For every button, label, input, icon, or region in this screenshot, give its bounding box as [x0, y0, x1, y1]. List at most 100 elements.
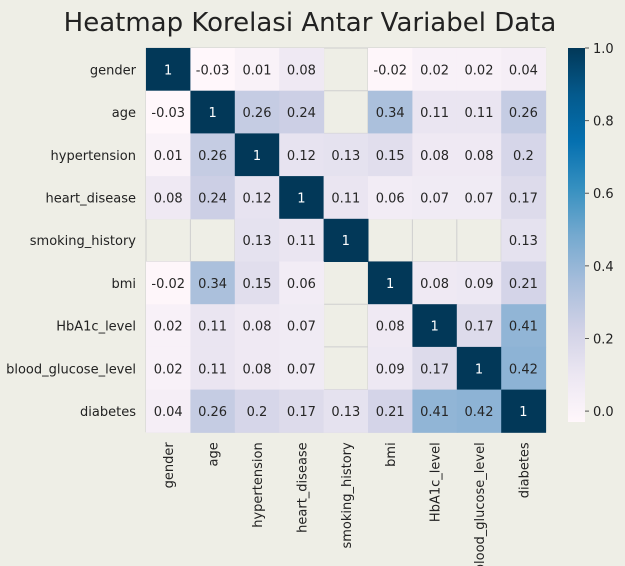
- heatmap-cell-hba1c-level-bmi: [368, 304, 413, 348]
- cell-value-label: 0.08: [243, 320, 272, 335]
- heatmap-cell-bmi-blood-glucose-level: [456, 261, 502, 305]
- heatmap-cell-heart-disease-blood-glucose-level: [456, 176, 502, 220]
- cell-value-label: 0.07: [465, 191, 494, 206]
- cell-value-label: 0.08: [376, 320, 405, 335]
- cell-value-label: 0.11: [287, 234, 316, 249]
- heatmap-cell-hba1c-level-blood-glucose-level: [456, 304, 502, 348]
- cell-value-label: 0.15: [243, 277, 272, 292]
- x-tick-label-hypertension: hypertension: [251, 442, 266, 527]
- cell-value-label: -0.02: [151, 277, 185, 292]
- heatmap-cell-hypertension-hba1c-level: [412, 133, 458, 177]
- cell-value-label: 0.07: [420, 191, 449, 206]
- cell-value-label: 0.11: [198, 362, 227, 377]
- heatmap-cell-gender-diabetes: [501, 48, 547, 92]
- heatmap-cell-heart-disease-hypertension: [234, 176, 280, 220]
- cell-value-label: 0.41: [509, 320, 538, 335]
- cell-value-label: 0.01: [243, 63, 272, 78]
- heatmap-cell-bmi-heart-disease: [279, 261, 325, 305]
- cell-value-label: 0.08: [287, 63, 316, 78]
- heatmap-cell-age-bmi: [368, 90, 413, 134]
- x-tick-label-hba1c-level: HbA1c_level: [429, 442, 444, 522]
- heatmap-cell-hypertension-gender: [146, 133, 191, 177]
- heatmap-cell-heart-disease-smoking-history: [323, 176, 369, 220]
- heatmap-cell-hba1c-level-hba1c-level: [412, 304, 458, 348]
- heatmap-cell-diabetes-hypertension: [234, 389, 280, 433]
- cell-value-label: -0.03: [196, 63, 230, 78]
- heatmap-cell-hba1c-level-age: [190, 304, 236, 348]
- heatmap-cell-blood-glucose-level-bmi: [368, 346, 413, 391]
- heatmap-cell-diabetes-blood-glucose-level: [456, 389, 502, 433]
- cell-value-label: 0.09: [376, 362, 405, 377]
- heatmap-cell-heart-disease-hba1c-level: [412, 176, 458, 220]
- heatmap-cell-age-diabetes: [501, 90, 547, 134]
- heatmap-cell-hba1c-level-hypertension: [234, 304, 280, 348]
- heatmap-cell-hypertension-diabetes: [501, 133, 547, 177]
- heatmap-cell-hypertension-age: [190, 133, 236, 177]
- heatmap-cell-heart-disease-diabetes: [501, 176, 547, 220]
- cell-value-label: 0.26: [198, 405, 227, 420]
- heatmap-cell-age-hypertension: [234, 90, 280, 134]
- heatmap-cell-smoking-history-smoking-history: [323, 218, 369, 262]
- cell-value-label: 0.11: [198, 320, 227, 335]
- heatmap-cell-gender-heart-disease: [279, 48, 325, 92]
- colorbar-ticks: 0.0 0.2 0.4 0.6 0.8 1.0: [585, 42, 614, 420]
- cell-value-label: 0.17: [287, 405, 316, 420]
- cell-value-label: 0.01: [154, 149, 183, 164]
- heatmap-cell-diabetes-diabetes: [501, 389, 547, 433]
- cell-value-label: 0.17: [420, 362, 449, 377]
- heatmap-cell-diabetes-bmi: [368, 389, 413, 433]
- y-tick-label-hypertension: hypertension: [51, 149, 136, 164]
- heatmap-cell-blood-glucose-level-hba1c-level: [412, 346, 458, 391]
- y-tick-label-heart-disease: heart_disease: [45, 191, 136, 206]
- heatmap-cells: [146, 48, 547, 433]
- heatmap-cell-diabetes-hba1c-level: [412, 389, 458, 433]
- cell-value-label: 1: [386, 277, 394, 292]
- cell-value-label: 1: [297, 191, 305, 206]
- heatmap-cell-hypertension-smoking-history: [323, 133, 369, 177]
- cell-value-label: 1: [253, 149, 261, 164]
- y-tick-label-blood-glucose-level: blood_glucose_level: [6, 362, 136, 377]
- heatmap-cell-age-gender: [146, 90, 191, 134]
- cell-value-label: 0.02: [420, 63, 449, 78]
- cell-value-label: 0.17: [509, 191, 538, 206]
- cell-value-label: 0.04: [154, 405, 183, 420]
- cell-value-label: 0.24: [287, 106, 316, 121]
- heatmap-cell-hypertension-hypertension: [234, 133, 280, 177]
- heatmap-cell-age-heart-disease: [279, 90, 325, 134]
- cell-value-label: 0.17: [465, 320, 494, 335]
- cell-value-label: 1: [430, 320, 438, 335]
- heatmap-cell-smoking-history-hypertension: [234, 218, 280, 262]
- cell-value-label: 0.04: [509, 63, 538, 78]
- cell-value-label: 0.12: [287, 149, 316, 164]
- cell-value-label: 1: [475, 362, 483, 377]
- cell-value-label: 0.42: [509, 362, 538, 377]
- heatmap-cell-blood-glucose-level-gender: [146, 346, 191, 391]
- y-tick-label-hba1c-level: HbA1c_level: [56, 320, 136, 335]
- cell-value-label: 0.07: [287, 362, 316, 377]
- x-tick-label-heart-disease: heart_disease: [295, 442, 310, 533]
- x-tick-label-age: age: [207, 442, 222, 466]
- heatmap-cell-heart-disease-bmi: [368, 176, 413, 220]
- heatmap-cell-gender-hypertension: [234, 48, 280, 92]
- x-tick-label-diabetes: diabetes: [517, 442, 532, 498]
- cell-value-label: 0.2: [247, 405, 268, 420]
- heatmap-cell-gender-bmi: [368, 48, 413, 92]
- heatmap-cell-heart-disease-heart-disease: [279, 176, 325, 220]
- cell-value-label: 0.21: [376, 405, 405, 420]
- cell-value-label: 0.24: [198, 191, 227, 206]
- colorbar-tick-label: 0.8: [593, 115, 614, 130]
- cell-value-label: 0.09: [465, 277, 494, 292]
- y-tick-label-gender: gender: [90, 63, 137, 78]
- cell-value-label: 0.11: [465, 106, 494, 121]
- cell-value-label: -0.02: [373, 63, 407, 78]
- heatmap-cell-blood-glucose-level-hypertension: [234, 346, 280, 391]
- cell-value-label: 1: [342, 234, 350, 249]
- cell-value-label: 1: [208, 106, 216, 121]
- cell-value-label: 0.02: [154, 362, 183, 377]
- heatmap-cell-gender-hba1c-level: [412, 48, 458, 92]
- cell-value-label: 0.15: [376, 149, 405, 164]
- x-tick-label-smoking-history: smoking_history: [340, 442, 355, 549]
- cell-value-label: 0.21: [509, 277, 538, 292]
- cell-value-label: 0.26: [509, 106, 538, 121]
